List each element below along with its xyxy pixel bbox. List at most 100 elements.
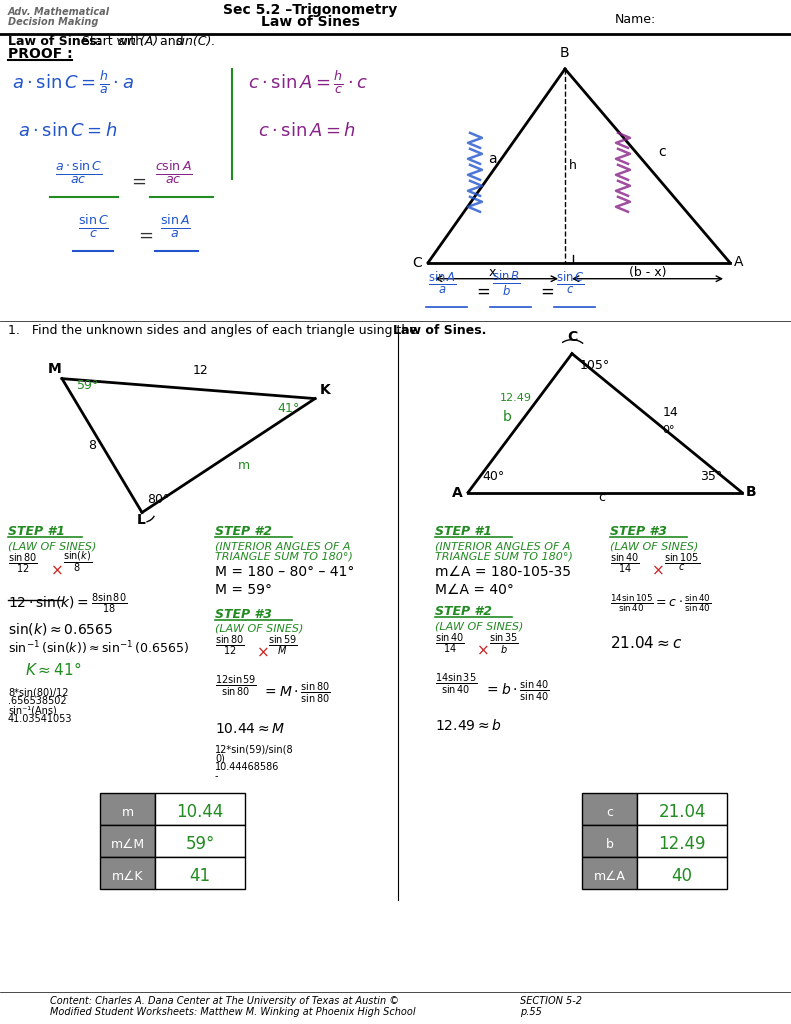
Text: m∠K: m∠K: [112, 869, 143, 883]
Text: $\frac{\sin 59}{M}$: $\frac{\sin 59}{M}$: [268, 634, 297, 657]
Text: STEP #2: STEP #2: [435, 605, 492, 618]
Text: 10.44468586: 10.44468586: [215, 762, 279, 772]
Text: $\frac{14 \sin 35}{\sin 40}$: $\frac{14 \sin 35}{\sin 40}$: [435, 672, 477, 696]
Text: $\frac{\sin 35}{b}$: $\frac{\sin 35}{b}$: [489, 632, 519, 656]
Text: $\frac{\sin 40}{14}$: $\frac{\sin 40}{14}$: [610, 552, 640, 575]
Text: 0): 0): [215, 754, 225, 763]
Text: (LAW OF SINES): (LAW OF SINES): [610, 542, 698, 552]
Text: $80°$: $80°$: [147, 493, 170, 506]
Text: 10.44: 10.44: [176, 803, 224, 821]
Text: $\frac{\sin C}{c}$: $\frac{\sin C}{c}$: [556, 269, 585, 296]
Text: (INTERIOR ANGLES OF A: (INTERIOR ANGLES OF A: [215, 542, 350, 552]
Text: Name:: Name:: [615, 13, 657, 26]
Text: $a \cdot \sin C = \frac{h}{a} \cdot a$: $a \cdot \sin C = \frac{h}{a} \cdot a$: [12, 70, 134, 96]
Text: $a \cdot \sin C = h$: $a \cdot \sin C = h$: [18, 122, 117, 140]
Text: $\sin^{-1}(\sin(k)) \approx \sin^{-1}(0.6565)$: $\sin^{-1}(\sin(k)) \approx \sin^{-1}(0.…: [8, 639, 189, 657]
Text: m: m: [238, 459, 250, 471]
Text: $12.49 \approx b$: $12.49 \approx b$: [435, 718, 502, 733]
Text: (INTERIOR ANGLES OF A: (INTERIOR ANGLES OF A: [435, 542, 570, 552]
Text: Content: Charles A. Dana Center at The University of Texas at Austin ©: Content: Charles A. Dana Center at The U…: [50, 996, 399, 1006]
Text: c: c: [658, 144, 665, 159]
Text: $\times$: $\times$: [476, 642, 489, 657]
Text: $\frac{\sin C}{c}$: $\frac{\sin C}{c}$: [78, 213, 109, 240]
Text: $\frac{\sin 40}{14}$: $\frac{\sin 40}{14}$: [435, 632, 465, 655]
FancyBboxPatch shape: [155, 825, 245, 857]
Text: Law of Sines: Law of Sines: [260, 15, 359, 29]
Text: Law of Sines.: Law of Sines.: [393, 324, 486, 337]
Text: b: b: [503, 410, 512, 424]
Text: 1.   Find the unknown sides and angles of each triangle using the: 1. Find the unknown sides and angles of …: [8, 324, 421, 337]
Text: 105°: 105°: [580, 358, 610, 372]
Text: $10.44 \approx M$: $10.44 \approx M$: [215, 722, 286, 736]
Text: b: b: [606, 838, 614, 851]
FancyBboxPatch shape: [637, 825, 727, 857]
FancyBboxPatch shape: [100, 825, 155, 857]
Text: Modified Student Worksheets: Matthew M. Winking at Phoenix High School: Modified Student Worksheets: Matthew M. …: [50, 1007, 415, 1017]
Text: x: x: [488, 265, 496, 279]
Text: $\sin(k) \approx 0.6565$: $\sin(k) \approx 0.6565$: [8, 621, 113, 637]
Text: STEP #1: STEP #1: [8, 525, 65, 539]
Text: $\times$: $\times$: [256, 644, 269, 659]
Text: $\frac{\sin B}{b}$: $\frac{\sin B}{b}$: [492, 269, 520, 298]
Text: h: h: [569, 159, 577, 172]
Text: c: c: [606, 806, 613, 819]
Text: A: A: [734, 255, 744, 268]
Text: $\times$: $\times$: [50, 562, 62, 578]
Text: $\frac{\sin A}{a}$: $\frac{\sin A}{a}$: [160, 213, 191, 240]
Text: C: C: [567, 330, 577, 344]
Text: 8: 8: [88, 438, 96, 452]
Text: and: and: [156, 35, 187, 48]
Text: m∠M: m∠M: [111, 838, 145, 851]
Text: m∠A = 180-105-35: m∠A = 180-105-35: [435, 565, 571, 580]
Text: Start with: Start with: [78, 35, 147, 48]
Text: A: A: [452, 485, 463, 500]
Text: 14: 14: [663, 406, 679, 419]
Text: m: m: [122, 806, 134, 819]
Text: $\frac{\sin 80}{12}$: $\frac{\sin 80}{12}$: [215, 634, 245, 657]
Text: B: B: [560, 46, 570, 60]
Text: 8*sin(80)/12: 8*sin(80)/12: [8, 687, 69, 697]
Text: STEP #3: STEP #3: [215, 608, 272, 622]
Text: SECTION 5-2: SECTION 5-2: [520, 996, 582, 1006]
Text: $\times$: $\times$: [651, 562, 664, 578]
Text: a: a: [488, 152, 497, 166]
Text: $= M \cdot \frac{\sin 80}{\sin 80}$: $= M \cdot \frac{\sin 80}{\sin 80}$: [262, 681, 331, 705]
Text: .656538502: .656538502: [8, 696, 66, 707]
FancyBboxPatch shape: [582, 857, 637, 889]
Text: Decision Making: Decision Making: [8, 17, 98, 27]
Text: (LAW OF SINES): (LAW OF SINES): [435, 622, 524, 632]
Text: TRIANGLE SUM TO 180°): TRIANGLE SUM TO 180°): [435, 552, 573, 561]
Text: $\frac{\sin 105}{c}$: $\frac{\sin 105}{c}$: [664, 552, 700, 574]
FancyBboxPatch shape: [637, 857, 727, 889]
Text: PROOF :: PROOF :: [8, 47, 73, 61]
Text: 0°: 0°: [662, 425, 675, 434]
Text: (LAW OF SINES): (LAW OF SINES): [215, 624, 304, 634]
Text: $= b \cdot \frac{\sin 40}{\sin 40}$: $= b \cdot \frac{\sin 40}{\sin 40}$: [484, 679, 550, 703]
Text: $=$: $=$: [473, 282, 490, 300]
Text: M: M: [48, 361, 62, 376]
Text: Sec 5.2 –Trigonometry: Sec 5.2 –Trigonometry: [223, 3, 397, 17]
Text: Adv. Mathematical: Adv. Mathematical: [8, 7, 110, 17]
FancyBboxPatch shape: [100, 857, 155, 889]
Text: 12.49: 12.49: [658, 836, 706, 853]
Text: $\frac{a \cdot \sin C}{ac}$: $\frac{a \cdot \sin C}{ac}$: [55, 159, 103, 186]
Text: 12*sin(59)/sin(8: 12*sin(59)/sin(8: [215, 744, 293, 755]
Text: 40: 40: [672, 867, 692, 885]
FancyBboxPatch shape: [637, 794, 727, 825]
Text: c: c: [598, 490, 605, 504]
Text: M∠A = 40°: M∠A = 40°: [435, 584, 514, 597]
Text: $12 \cdot \sin(k) = \frac{8 \sin 80}{18}$: $12 \cdot \sin(k) = \frac{8 \sin 80}{18}…: [8, 592, 127, 615]
FancyBboxPatch shape: [100, 794, 155, 825]
Text: $K \approx 41°$: $K \approx 41°$: [25, 662, 81, 678]
Text: 59°: 59°: [185, 836, 214, 853]
Text: sin (A): sin (A): [118, 35, 158, 48]
FancyBboxPatch shape: [582, 825, 637, 857]
Text: $\frac{14 \sin 105}{\sin 40} = c \cdot \frac{\sin 40}{\sin 40}$: $\frac{14 \sin 105}{\sin 40} = c \cdot \…: [610, 592, 711, 613]
Text: STEP #3: STEP #3: [610, 525, 667, 539]
Text: STEP #2: STEP #2: [215, 525, 272, 539]
Text: (b - x): (b - x): [630, 265, 667, 279]
Text: $59°$: $59°$: [76, 379, 98, 391]
Text: $\frac{c \sin A}{ac}$: $\frac{c \sin A}{ac}$: [155, 159, 193, 186]
Text: $\frac{\sin 80}{12}$: $\frac{\sin 80}{12}$: [8, 552, 38, 575]
Text: $\frac{\sin A}{a}$: $\frac{\sin A}{a}$: [428, 269, 456, 296]
